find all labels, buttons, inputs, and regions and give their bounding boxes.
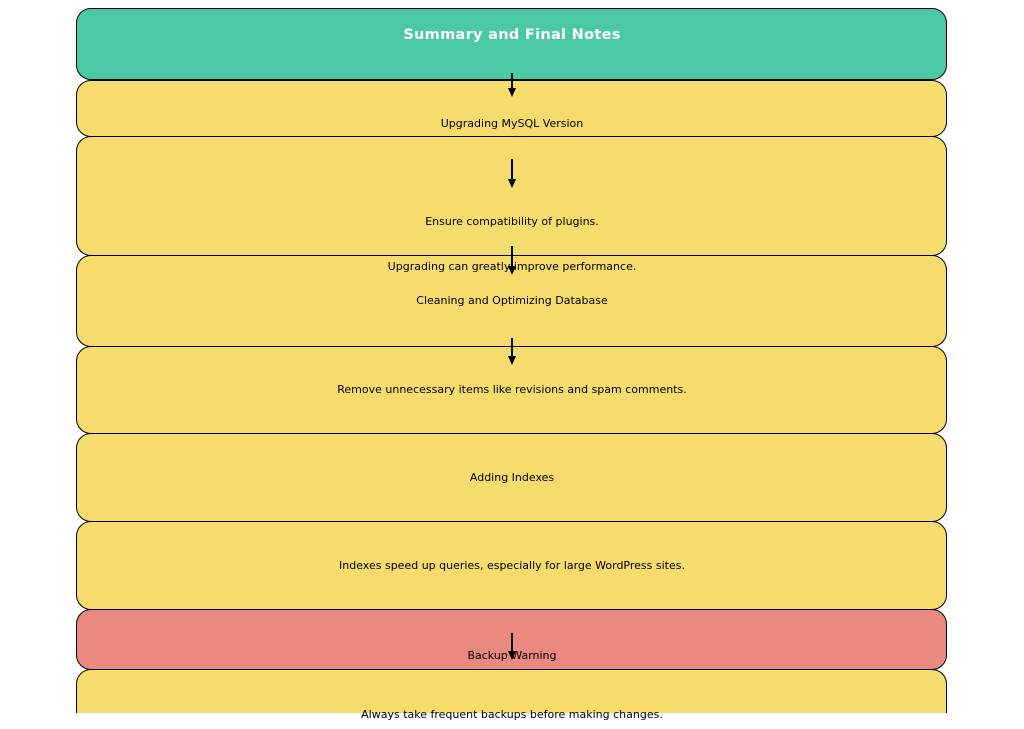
- arrow-head-icon: [508, 88, 516, 97]
- node-summary-label: Summary and Final Notes: [403, 27, 621, 43]
- node-cleaning-database-detail-label: Remove unnecessary items like revisions …: [337, 383, 687, 396]
- arrow-shaft: [511, 246, 513, 266]
- arrow-head-icon: [508, 266, 516, 275]
- detail-line-1: Ensure compatibility of plugins.: [425, 215, 599, 228]
- flow-arrow-indexes-to-backup-warning: [508, 633, 516, 660]
- node-adding-indexes-label: Adding Indexes: [469, 471, 555, 484]
- node-adding-indexes-box: [76, 433, 947, 522]
- node-upgrading-mysql-version-label: Upgrading MySQL Version: [440, 117, 584, 130]
- arrow-shaft: [511, 73, 513, 88]
- node-upgrading-mysql-detail-label: Ensure compatibility of plugins. Upgradi…: [0, 184, 1024, 304]
- arrow-shaft: [511, 633, 513, 651]
- node-summary-box: [76, 8, 947, 80]
- node-adding-indexes-detail-label: Indexes speed up queries, especially for…: [339, 559, 685, 572]
- node-cleaning-database-label: Cleaning and Optimizing Database: [416, 294, 608, 307]
- node-adding-indexes-detail-box: [76, 521, 947, 610]
- arrow-head-icon: [508, 179, 516, 188]
- node-upgrading-mysql-detail-box: [76, 136, 947, 256]
- arrow-head-icon: [508, 356, 516, 365]
- flow-arrow-summary-to-upgrading: [508, 73, 516, 97]
- arrow-head-icon: [508, 651, 516, 660]
- node-backup-warning-label: Backup Warning: [467, 649, 557, 662]
- flow-arrow-detail-to-cleaning: [508, 246, 516, 275]
- node-backup-warning-detail-label: Always take frequent backups before maki…: [361, 708, 663, 721]
- flow-arrow-upgrading-to-detail: [508, 159, 516, 188]
- node-backup-warning-detail-box: [76, 669, 947, 713]
- arrow-shaft: [511, 338, 513, 356]
- flow-arrow-cleaning-to-detail: [508, 338, 516, 365]
- arrow-shaft: [511, 159, 513, 179]
- detail-line-2: Upgrading can greatly improve performanc…: [387, 260, 637, 273]
